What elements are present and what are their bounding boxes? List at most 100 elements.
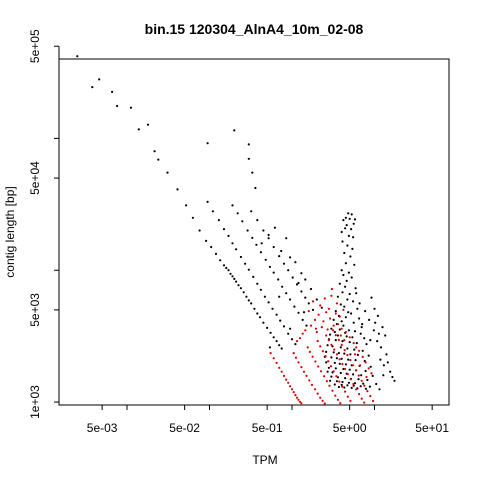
data-point [298,400,302,403]
data-point [359,364,362,367]
data-point [250,302,253,305]
data-point [332,318,335,321]
data-point [309,324,313,327]
data-point [340,269,343,272]
data-point [319,304,322,307]
data-point [376,314,379,317]
data-point [365,343,368,346]
data-point [348,341,351,344]
data-point [329,317,332,320]
data-point [309,287,313,291]
data-point [335,302,338,305]
data-point [340,383,343,386]
points-layer [76,55,396,405]
data-point [364,310,367,313]
data-point [327,366,330,369]
data-point [281,285,284,288]
y-tick-label: 5e+05 [28,29,42,63]
data-point [333,330,336,334]
data-point [275,361,278,364]
data-point [330,343,333,346]
data-point [282,374,286,377]
data-point [231,204,234,207]
data-point [295,340,299,343]
data-point [345,335,348,338]
data-point [272,271,275,274]
data-point [336,334,339,337]
data-point [339,334,342,337]
data-point [325,334,328,337]
data-point [319,370,323,373]
data-point [233,129,236,132]
data-point [315,298,318,301]
data-point [354,287,357,290]
data-point [247,157,250,160]
data-point [244,262,247,265]
data-point [267,301,270,304]
data-point [242,291,245,294]
data-point [325,311,328,314]
data-point [338,328,341,331]
x-tick-label: 5e-03 [87,421,118,435]
data-point [379,346,383,349]
data-point [335,357,338,360]
data-point [316,392,319,395]
data-point [338,362,341,365]
data-point [287,381,290,384]
data-point [319,345,322,348]
data-point [352,373,355,376]
data-point [329,379,332,382]
data-point [327,307,330,310]
data-point [341,380,344,384]
data-point [256,312,259,315]
data-point [236,212,239,215]
data-point [352,300,355,303]
data-point [357,378,360,381]
data-point [338,358,341,361]
data-point [146,123,150,126]
data-point [347,358,350,361]
data-point [343,352,346,355]
data-point [305,374,308,377]
data-point [239,255,242,259]
data-point [280,347,283,350]
data-point [263,295,266,298]
data-point [256,282,259,285]
data-point [287,269,290,272]
data-point [334,312,337,315]
data-point [364,387,368,390]
data-point [206,142,209,145]
data-point [350,276,353,279]
data-point [366,390,369,393]
data-point [352,236,355,239]
data-point [254,186,257,190]
data-point [391,375,394,379]
data-point [329,333,332,336]
data-point [327,360,330,363]
data-point [347,311,350,314]
data-point [332,351,335,354]
data-point [317,365,320,368]
data-point [294,356,298,359]
data-point [290,338,294,341]
data-point [307,302,310,305]
data-point [358,317,361,320]
data-point [352,384,355,387]
data-point [253,307,256,310]
data-point [308,379,311,382]
data-point [289,327,292,330]
data-point [337,352,340,355]
data-point [375,382,378,386]
data-point [341,240,344,243]
x-tick-label: 5e-02 [169,421,200,435]
data-point [340,327,343,330]
data-point [368,318,371,321]
data-point [269,331,272,334]
data-point [76,55,79,58]
data-point [256,219,259,222]
y-axis-label: contig length [bp] [3,186,17,277]
data-point [116,104,119,108]
data-point [315,330,318,334]
data-point [278,255,281,258]
data-point [262,229,265,232]
